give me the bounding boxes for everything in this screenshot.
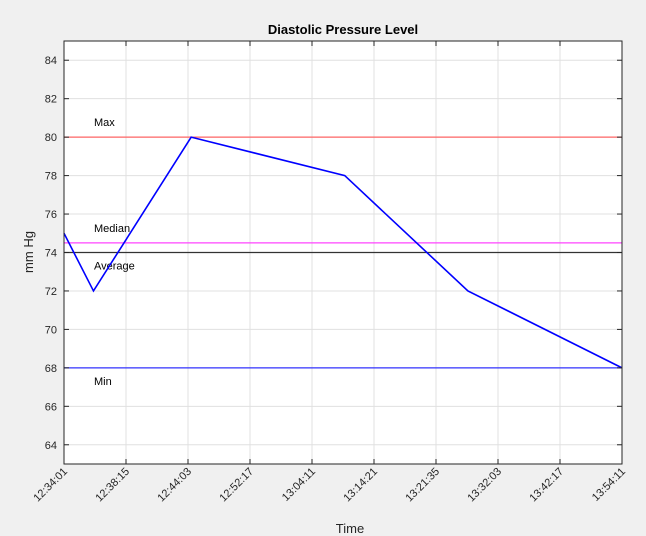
y-tick-label: 82 xyxy=(45,94,57,106)
x-axis-label: Time xyxy=(336,521,364,536)
reference-label-average: Average xyxy=(94,261,135,273)
y-tick-label: 68 xyxy=(45,363,57,375)
y-tick-label: 84 xyxy=(45,55,57,67)
reference-label-min: Min xyxy=(94,376,112,388)
y-tick-label: 72 xyxy=(45,286,57,298)
reference-label-max: Max xyxy=(94,117,115,129)
y-tick-label: 76 xyxy=(45,209,57,221)
y-tick-label: 80 xyxy=(45,132,57,144)
reference-label-median: Median xyxy=(94,223,130,235)
y-tick-label: 74 xyxy=(45,248,57,260)
y-tick-label: 70 xyxy=(45,324,57,336)
y-tick-label: 64 xyxy=(45,440,57,452)
chart-title: Diastolic Pressure Level xyxy=(268,22,418,37)
y-tick-label: 66 xyxy=(45,401,57,413)
y-axis-label: mm Hg xyxy=(21,231,36,273)
y-tick-label: 78 xyxy=(45,171,57,183)
